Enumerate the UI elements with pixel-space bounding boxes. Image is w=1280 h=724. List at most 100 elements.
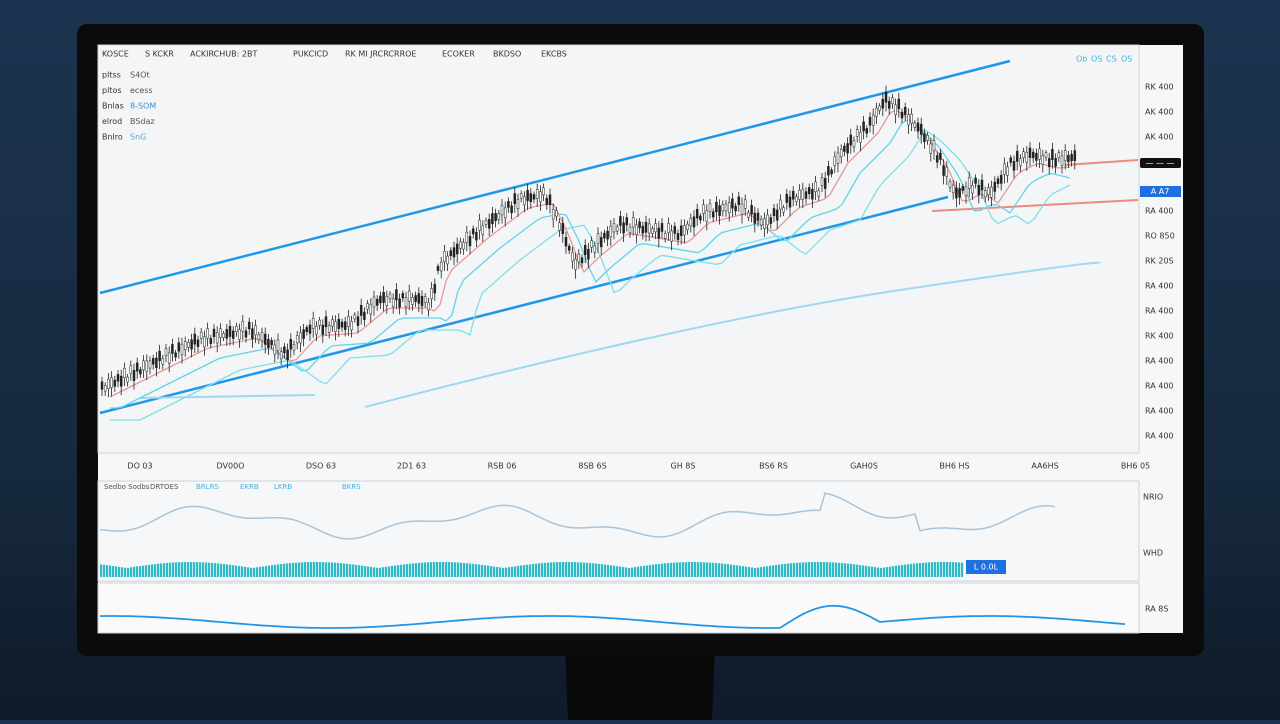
candle-body — [779, 199, 782, 210]
volume-bar — [220, 563, 223, 577]
candle-body — [385, 296, 389, 306]
volume-bar — [841, 563, 844, 577]
volume-bar — [925, 562, 928, 577]
candle-body — [327, 325, 331, 333]
volume-bar — [193, 562, 196, 577]
candle-body — [769, 217, 773, 224]
candle-body — [452, 247, 456, 258]
candle-body — [1028, 147, 1032, 159]
candle-body — [369, 303, 373, 315]
candle-body — [1054, 158, 1057, 167]
volume-bar — [232, 565, 235, 577]
volume-bar — [127, 567, 130, 577]
candle-body — [785, 193, 789, 203]
volume-bar — [283, 563, 286, 577]
volume-bar — [697, 562, 700, 577]
volume-bar — [250, 567, 253, 577]
candle-body — [135, 362, 139, 372]
candle-body — [1015, 150, 1019, 162]
candle-body — [862, 121, 865, 132]
legend-key: Bnlas — [102, 102, 124, 111]
price-badge-text: A A7 — [1151, 187, 1170, 196]
volume-bar — [556, 562, 559, 577]
candle-body — [183, 341, 187, 350]
legend-value: 8-SOM — [130, 102, 156, 111]
candle-body — [513, 193, 517, 204]
volume-bar — [679, 562, 682, 577]
candle-body — [891, 97, 894, 104]
volume-bar — [670, 562, 673, 577]
volume-bar — [196, 562, 199, 577]
volume-bar — [295, 562, 298, 577]
volume-bar — [238, 566, 241, 577]
candle-body — [977, 185, 981, 196]
candle-body — [734, 205, 737, 212]
volume-bar — [724, 563, 727, 577]
price-axis-label: RA 400 — [1145, 357, 1174, 366]
candle-body — [113, 379, 117, 387]
volume-bar — [712, 562, 715, 577]
candle-body — [782, 207, 785, 213]
candle-body — [958, 188, 961, 198]
price-axis-label: RK 400 — [1145, 83, 1174, 92]
volume-bar — [271, 565, 274, 577]
candle-body — [855, 129, 859, 137]
candle-body — [727, 202, 731, 213]
legend-key: Bnlro — [102, 133, 123, 142]
volume-bar — [772, 565, 775, 577]
volume-bar — [139, 566, 142, 577]
toolbar-item: CS — [1106, 55, 1117, 64]
volume-bar — [706, 562, 709, 577]
long-ma — [364, 261, 1101, 408]
volume-bar — [610, 565, 613, 577]
moving-average — [110, 119, 1071, 409]
candle-body — [731, 198, 734, 209]
volume-bar — [259, 566, 262, 577]
candle-body — [478, 219, 481, 231]
candle-body — [609, 226, 613, 238]
volume-bar — [337, 562, 340, 577]
volume-bar — [808, 562, 811, 577]
volume-bar — [835, 562, 838, 577]
candle-body — [145, 360, 149, 372]
candle-body — [916, 122, 920, 132]
candle-body — [865, 128, 869, 134]
volume-bar — [577, 562, 580, 577]
volume-bar — [430, 562, 433, 577]
candle-body — [980, 179, 984, 191]
price-axis-label: RA 400 — [1145, 432, 1174, 441]
candle-body — [241, 321, 245, 332]
toolbar-item: Ob — [1076, 55, 1087, 64]
candle-body — [612, 223, 616, 233]
candle-body — [311, 317, 315, 329]
candle-body — [155, 357, 158, 369]
volume-bar — [112, 565, 115, 577]
candle-body — [577, 253, 581, 263]
volume-bar — [454, 562, 457, 577]
volume-bar — [775, 564, 778, 577]
volume-bar — [574, 562, 577, 577]
candle-body — [724, 203, 728, 212]
volume-bar — [274, 564, 277, 577]
volume-bar — [499, 567, 502, 577]
candle-body — [343, 321, 347, 330]
legend-value: S4Ot — [130, 71, 150, 80]
candle-body — [535, 189, 539, 200]
volume-bar — [370, 566, 373, 577]
candle-body — [132, 370, 136, 381]
candle-body — [417, 293, 421, 304]
volume-bar — [631, 567, 634, 577]
volume-bar — [886, 567, 889, 577]
volume-bar — [124, 567, 127, 577]
candle-body — [1022, 151, 1025, 158]
candle-body — [606, 230, 609, 240]
candle-body — [763, 218, 766, 229]
candle-body — [388, 293, 392, 300]
candle-body — [401, 293, 405, 299]
candle-body — [964, 186, 968, 196]
header-item: RK MI JRCRCRROE — [345, 50, 416, 59]
candle-body — [497, 213, 501, 220]
volume-bar — [184, 562, 187, 577]
volume-bar — [535, 563, 538, 577]
volume-bar — [391, 565, 394, 577]
